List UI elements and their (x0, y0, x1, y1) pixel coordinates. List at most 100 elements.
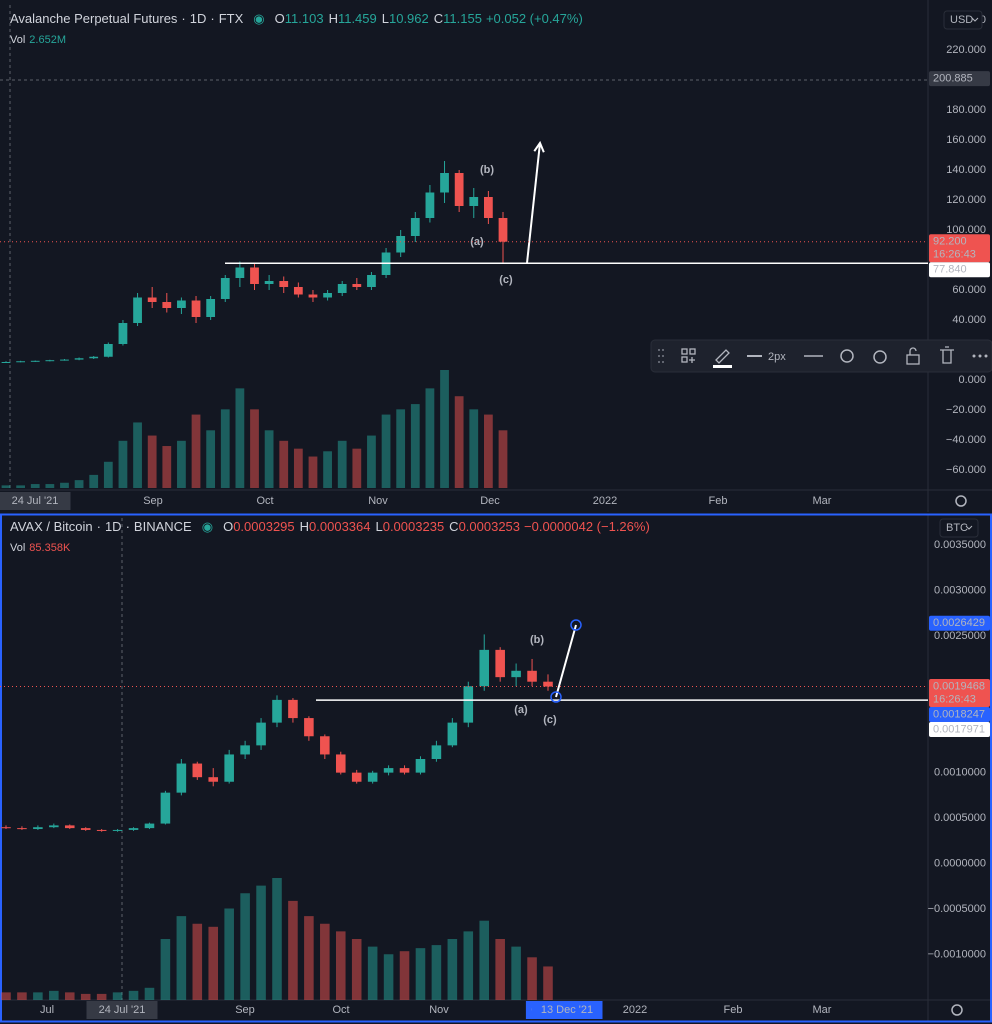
y-tick-label: 0.0000000 (934, 857, 986, 869)
volume-bar (176, 916, 187, 1000)
y-tick-label: 40.000 (952, 314, 986, 326)
volume-bar (410, 404, 420, 488)
candle-body (191, 300, 201, 318)
ohlc-value: 11.459 (338, 11, 377, 26)
line-color-icon[interactable] (713, 349, 732, 368)
candle-body (304, 718, 314, 737)
currency-label[interactable]: BTC (946, 522, 968, 534)
candle-body (288, 699, 298, 719)
x-tick-label: 24 Jul '21 (99, 1004, 146, 1016)
candle-body (133, 297, 142, 324)
candle-body (49, 825, 59, 828)
candle-body (1, 827, 11, 829)
candle-body (60, 359, 69, 361)
x-tick-label: Sep (235, 1004, 255, 1016)
x-tick-label: Feb (709, 495, 728, 507)
volume-bar (288, 900, 298, 1000)
ohlc-key: C (449, 519, 458, 534)
volume-bar (367, 946, 378, 1000)
volume-bar (415, 948, 426, 1000)
ohlc-key: L (375, 519, 382, 534)
settings-icon[interactable] (955, 495, 967, 507)
x-tick-label: Feb (724, 1004, 743, 1016)
volume-bar (160, 939, 171, 1000)
candle-body (16, 361, 26, 363)
price-tag-label: 0.0019468 (933, 680, 985, 692)
candle-body (30, 360, 40, 362)
change: +0.052 (+0.47%) (486, 11, 583, 26)
lock-icon[interactable] (906, 347, 920, 365)
volume-bar (463, 931, 474, 1000)
exchange: FTX (219, 11, 244, 26)
wave-label: (a) (514, 704, 528, 716)
volume-bar (133, 422, 142, 488)
candle-body (220, 278, 230, 300)
settings-icon[interactable] (840, 349, 854, 363)
wave-label: (c) (543, 714, 557, 726)
candle-body (224, 754, 234, 782)
active-panel-border (0, 513, 992, 1023)
x-tick-label: Jul (40, 1004, 54, 1016)
ohlc-key: C (434, 11, 443, 26)
candle-body (410, 218, 420, 237)
volume-bar (240, 893, 250, 1000)
line-width-label[interactable]: 2px (768, 351, 786, 363)
y-tick-label: 220.000 (946, 44, 986, 56)
y-tick-label: 0.0035000 (934, 539, 986, 551)
wave-label: (c) (499, 274, 513, 286)
x-label-highlight (86, 1001, 158, 1019)
alert-icon[interactable] (873, 350, 887, 364)
volume-bar (543, 966, 553, 1000)
arrow-head (533, 140, 545, 153)
candle-body (440, 173, 449, 193)
volume-bar (383, 954, 394, 1000)
volume-header: Vol 2.652M (10, 34, 66, 46)
dropdown-caret (965, 525, 973, 530)
separator: · (97, 519, 101, 534)
candle-body (352, 284, 362, 288)
volume-bar (16, 485, 26, 488)
drag-handle[interactable] (658, 349, 664, 363)
volume-bar (80, 993, 91, 1000)
templates-icon[interactable] (681, 348, 696, 363)
exchange: BINANCE (134, 519, 192, 534)
candle-body (383, 768, 394, 773)
candle-body (396, 236, 406, 253)
y-tick-label: 0.0030000 (934, 585, 986, 597)
y-tick-label: 0.0010000 (934, 767, 986, 779)
candle-body (498, 218, 508, 242)
currency-label[interactable]: USD (950, 14, 973, 26)
volume-value: 85.358K (29, 542, 71, 554)
volume-key: Vol (10, 34, 25, 46)
volume-bar (399, 951, 410, 1000)
candle-body (483, 197, 493, 219)
candle-body (256, 722, 266, 746)
volume-bar (483, 414, 493, 488)
settings-icon[interactable] (951, 1004, 963, 1016)
chart-layer: Avalanche Perpetual Futures · 1D · FTX ◉ O11.1… (0, 11, 990, 1019)
volume-bar (250, 409, 259, 488)
candle-body (176, 763, 187, 793)
volume-bar (264, 430, 274, 488)
x-tick-label: Dec (480, 495, 500, 507)
x-label-highlight (531, 1001, 603, 1019)
price-tag (929, 234, 990, 263)
volume-bar (1, 485, 11, 488)
volume-bar (495, 939, 505, 1000)
currency-button[interactable] (943, 10, 983, 30)
separator: · (181, 11, 185, 26)
ohlc-key: H (329, 11, 338, 26)
candle-body (367, 772, 378, 782)
currency-button[interactable] (939, 518, 979, 538)
volume-bar (479, 920, 490, 1000)
candle-body (335, 754, 346, 773)
more-icon[interactable] (972, 354, 988, 358)
volume-bar (162, 446, 172, 488)
volume-bar (112, 992, 123, 1000)
x-tick-label: 13 Dec '21 (541, 1004, 593, 1016)
candle-body (144, 823, 155, 829)
delete-icon[interactable] (940, 346, 954, 364)
volume-bar (45, 484, 55, 488)
volume-bar (323, 451, 332, 488)
